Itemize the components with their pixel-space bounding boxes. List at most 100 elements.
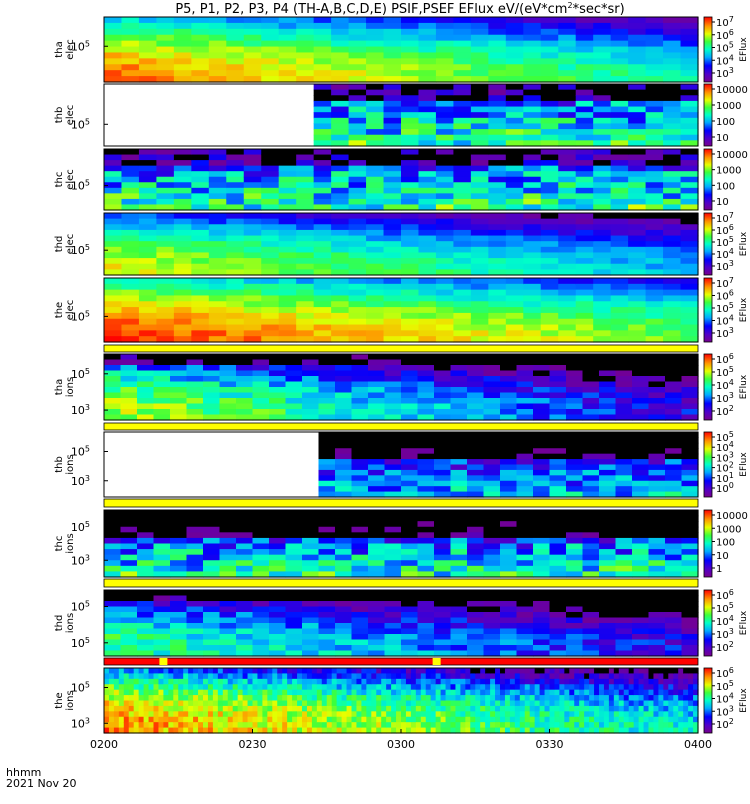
- heatmap-cell: [615, 623, 633, 630]
- heatmap-cell: [410, 689, 417, 696]
- heatmap-cell: [261, 28, 280, 36]
- heatmap-cell: [331, 112, 350, 119]
- heatmap-cell: [173, 673, 179, 680]
- heatmap-cell: [435, 330, 455, 337]
- heatmap-cell: [188, 722, 194, 729]
- heatmap-cell: [645, 154, 664, 161]
- heatmap-cell: [158, 716, 164, 723]
- heatmap-cell: [313, 117, 332, 125]
- heatmap-cell: [278, 289, 297, 297]
- heatmap-cell: [292, 716, 298, 723]
- heatmap-cell: [368, 437, 386, 444]
- heatmap-cell: [523, 100, 542, 108]
- heatmap-cell: [470, 246, 489, 254]
- y-tick-label: 105: [71, 636, 90, 650]
- heatmap-cell: [318, 475, 336, 482]
- heatmap-cell: [693, 727, 699, 734]
- heatmap-cell: [665, 628, 683, 635]
- heatmap-cell: [558, 218, 577, 225]
- heatmap-cell: [341, 684, 348, 691]
- heatmap-cell: [681, 469, 699, 476]
- heatmap-cell: [673, 711, 679, 718]
- heatmap-cell: [681, 612, 699, 619]
- heatmap-cell: [137, 650, 155, 657]
- colorbar-tick-label: 10000: [716, 511, 748, 522]
- colorbar-tick-label: 10: [716, 133, 729, 144]
- heatmap-cell: [269, 565, 287, 573]
- heatmap-cell: [178, 722, 184, 729]
- heatmap-cell: [335, 409, 353, 416]
- heatmap-cell: [470, 224, 489, 231]
- heatmap-cell: [318, 571, 336, 578]
- heatmap-cell: [383, 283, 402, 291]
- heatmap-cell: [603, 695, 610, 702]
- heatmap-cell: [121, 235, 140, 242]
- heatmap-cell: [615, 612, 633, 619]
- heatmap-cell: [331, 283, 350, 291]
- heatmap-cell: [401, 650, 419, 657]
- heatmap-cell: [488, 165, 507, 172]
- heatmap-cell: [351, 543, 369, 550]
- heatmap-cell: [384, 571, 402, 578]
- heatmap-cell: [509, 700, 516, 707]
- heatmap-cell: [599, 571, 617, 578]
- heatmap-cell: [203, 601, 221, 608]
- heatmap-cell: [582, 486, 600, 493]
- heatmap-cell: [203, 414, 221, 421]
- heatmap-cell: [302, 711, 308, 718]
- heatmap-cell: [366, 17, 385, 24]
- heatmap-cell: [613, 722, 620, 729]
- heatmap-cell: [582, 414, 600, 421]
- heatmap-cell: [296, 204, 315, 211]
- heatmap-cell: [219, 392, 237, 399]
- heatmap-cell: [243, 336, 262, 343]
- heatmap-cell: [371, 695, 377, 702]
- heatmap-cell: [523, 252, 542, 259]
- heatmap-cell: [558, 34, 577, 42]
- heatmap-cell: [401, 554, 419, 561]
- heatmap-cell: [524, 673, 531, 680]
- heatmap-cell: [653, 711, 659, 718]
- heatmap-cell: [173, 149, 192, 156]
- heatmap-cell: [348, 70, 367, 77]
- heatmap-cell: [203, 634, 221, 641]
- heatmap-cell: [425, 700, 432, 707]
- heatmap-cell: [401, 283, 420, 291]
- heatmap-cell: [226, 149, 245, 156]
- heatmap-cell: [262, 700, 268, 707]
- heatmap-cell: [384, 565, 402, 573]
- heatmap-cell: [173, 330, 192, 337]
- heatmap-cell: [219, 398, 237, 405]
- heatmap-cell: [663, 89, 682, 96]
- heatmap-cell: [500, 486, 518, 493]
- heatmap-cell: [351, 403, 369, 410]
- heatmap-cell: [579, 673, 585, 680]
- heatmap-cell: [418, 171, 437, 178]
- heatmap-cell: [475, 689, 481, 696]
- heatmap-cell: [460, 695, 466, 702]
- heatmap-cell: [523, 17, 542, 24]
- heatmap-cell: [272, 678, 278, 685]
- heatmap-cell: [574, 684, 580, 691]
- heatmap-cell: [133, 722, 140, 729]
- heatmap-cell: [455, 716, 461, 723]
- heatmap-cell: [278, 40, 297, 48]
- heatmap-cell: [467, 459, 485, 466]
- heatmap-cell: [415, 716, 422, 723]
- heatmap-cell: [628, 165, 647, 172]
- heatmap-cell: [335, 543, 353, 550]
- heatmap-cell: [278, 241, 297, 248]
- heatmap-cell: [593, 34, 612, 42]
- heatmap-cell: [138, 278, 158, 285]
- heatmap-cell: [434, 532, 452, 539]
- heatmap-cell: [278, 324, 297, 331]
- heatmap-cell: [483, 387, 501, 394]
- heatmap-cell: [123, 722, 130, 729]
- heatmap-cell: [599, 392, 617, 399]
- heatmap-cell: [173, 235, 192, 242]
- heatmap-cell: [648, 678, 655, 685]
- heatmap-cell: [188, 684, 194, 691]
- heatmap-cell: [261, 76, 280, 83]
- heatmap-cell: [401, 437, 419, 444]
- heatmap-cell: [243, 34, 262, 42]
